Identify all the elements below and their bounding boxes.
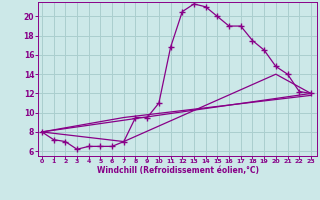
X-axis label: Windchill (Refroidissement éolien,°C): Windchill (Refroidissement éolien,°C) — [97, 166, 259, 175]
